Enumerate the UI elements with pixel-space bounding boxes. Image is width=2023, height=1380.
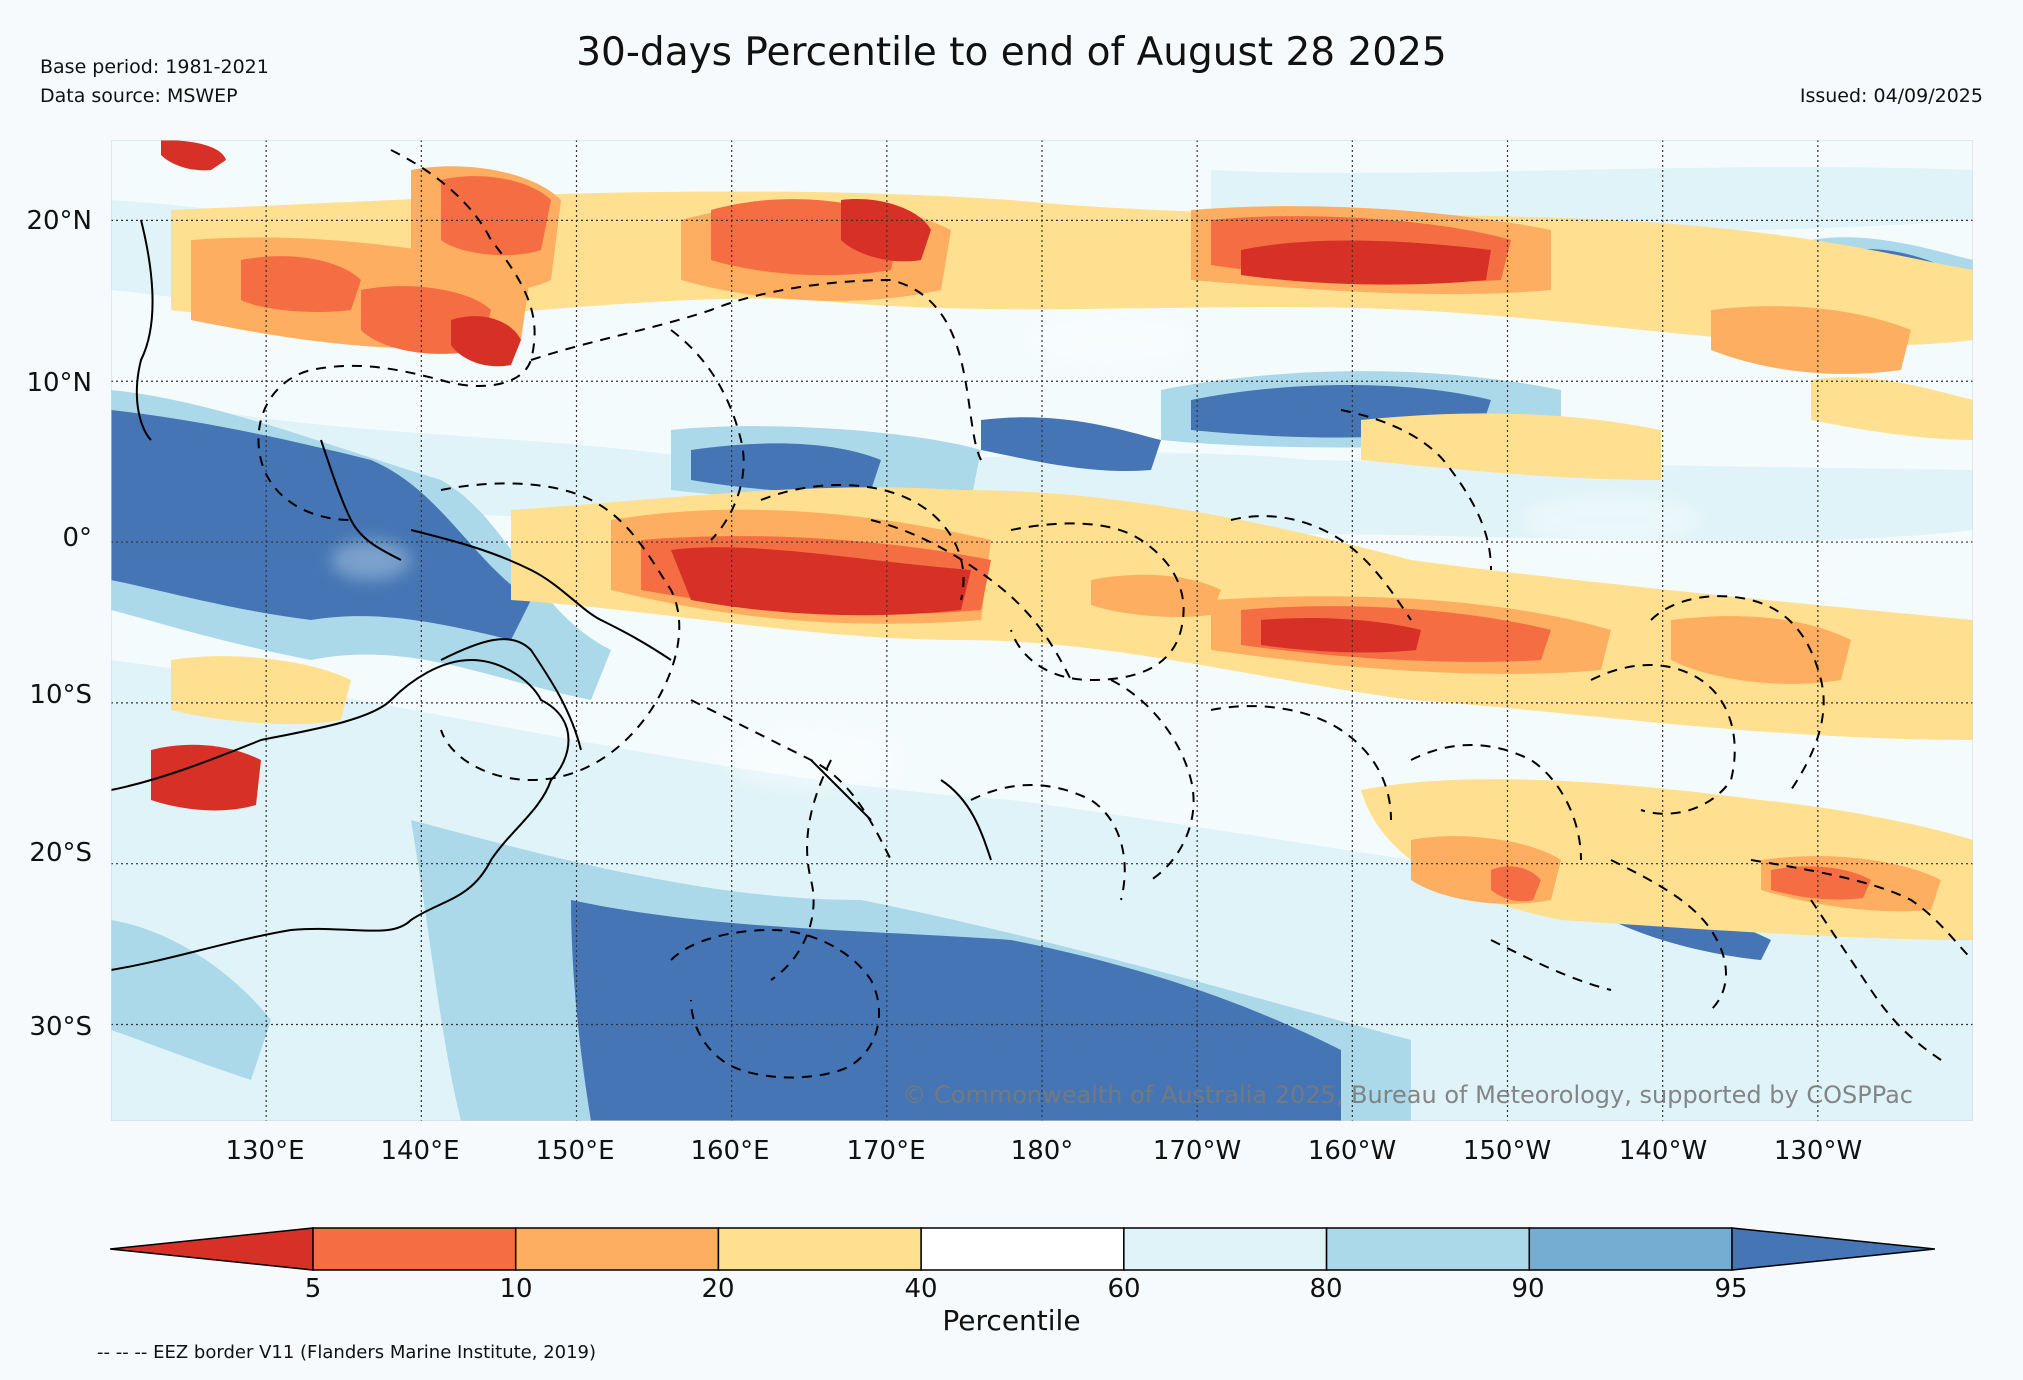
- lon-label-140w: 140°W: [1618, 1136, 1708, 1166]
- issued-date: Issued: 04/09/2025: [1799, 85, 1983, 107]
- colorbar-tick-80: 80: [1309, 1274, 1343, 1304]
- lat-label-20n: 20°N: [26, 206, 92, 236]
- colorbar-tick-5: 5: [304, 1274, 322, 1304]
- lat-label-10s: 10°S: [29, 680, 92, 710]
- colorbar-tick-90: 90: [1511, 1274, 1545, 1304]
- colorbar-tick-20: 20: [701, 1274, 735, 1304]
- lon-label-130e: 130°E: [225, 1136, 305, 1166]
- lon-label-140e: 140°E: [380, 1136, 460, 1166]
- colorbar-segment: [514, 1227, 720, 1271]
- lon-label-150w: 150°W: [1462, 1136, 1552, 1166]
- copyright-watermark: © Commonwealth of Australia 2025, Bureau…: [902, 1081, 1913, 1109]
- eez-borders: [257, 149, 1973, 1079]
- base-period-note: Base period: 1981-2021: [40, 56, 269, 78]
- lon-label-170w: 170°W: [1152, 1136, 1242, 1166]
- colorbar-tick-60: 60: [1107, 1274, 1141, 1304]
- percentile-map: [110, 139, 1974, 1122]
- lon-label-160e: 160°E: [690, 1136, 770, 1166]
- coastlines: [111, 219, 992, 971]
- colorbar-segment-above-95: [1731, 1227, 1936, 1271]
- colorbar-segment: [717, 1227, 922, 1271]
- colorbar-tick-40: 40: [904, 1274, 938, 1304]
- colorbar: [109, 1226, 1936, 1272]
- lon-label-130w: 130°W: [1773, 1136, 1863, 1166]
- colorbar-segment: [312, 1227, 517, 1271]
- lat-label-equator: 0°: [62, 523, 92, 553]
- data-source-note: Data source: MSWEP: [40, 85, 238, 107]
- colorbar-tick-10: 10: [499, 1274, 533, 1304]
- lon-label-160w: 160°W: [1307, 1136, 1397, 1166]
- colorbar-segment-below-5: [109, 1227, 314, 1271]
- lon-label-180: 180°: [1010, 1136, 1074, 1166]
- colorbar-tick-95: 95: [1714, 1274, 1748, 1304]
- colorbar-segment: [1528, 1227, 1733, 1271]
- lon-label-150e: 150°E: [535, 1136, 615, 1166]
- eez-border-note: -- -- -- EEZ border V11 (Flanders Marine…: [97, 1342, 597, 1363]
- colorbar-segment: [920, 1227, 1125, 1271]
- lat-label-20s: 20°S: [29, 838, 92, 868]
- map-title: 30-days Percentile to end of August 28 2…: [576, 30, 1447, 75]
- colorbar-segment: [1123, 1227, 1328, 1271]
- lon-label-170e: 170°E: [846, 1136, 926, 1166]
- lat-label-30s: 30°S: [29, 1012, 92, 1042]
- colorbar-segment: [1325, 1227, 1531, 1271]
- colorbar-label: Percentile: [942, 1304, 1081, 1337]
- lat-label-10n: 10°N: [26, 368, 92, 398]
